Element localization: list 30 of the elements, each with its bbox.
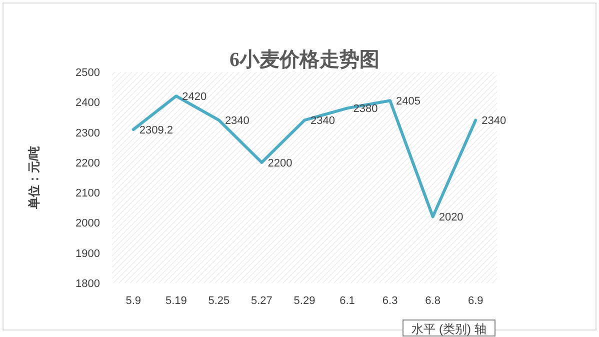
- data-label: 2200: [268, 157, 292, 170]
- x-axis-title: 水平 (类别) 轴: [412, 322, 486, 336]
- data-label: 2309.2: [139, 124, 174, 137]
- y-axis-title: 单位：元/吨: [27, 146, 41, 210]
- x-title: 水平 (类别) 轴: [402, 320, 496, 336]
- y-tick-label: 2400: [76, 97, 100, 110]
- data-label: 2340: [310, 115, 335, 128]
- x-tick-label: 5.29: [294, 295, 316, 307]
- x-tick-label: 6.8: [425, 295, 440, 307]
- data-label: 2380: [353, 103, 378, 116]
- x-tick-label: 5.25: [208, 295, 230, 307]
- y-tick-label: 2100: [76, 188, 100, 200]
- chart-title: 6小麦价格走势图: [230, 49, 380, 71]
- y-tick-label: 1800: [76, 278, 100, 290]
- data-label: 2340: [482, 115, 506, 128]
- x-tick-label: 6.9: [468, 295, 484, 307]
- x-tick-label: 5.9: [126, 295, 142, 307]
- x-tick-label: 6.1: [340, 295, 355, 307]
- data-label: 2420: [182, 91, 207, 104]
- x-tick-label: 6.3: [382, 295, 398, 307]
- y-tick-label: 2500: [76, 67, 100, 79]
- data-label: 2405: [396, 96, 421, 108]
- y-tick-label: 1900: [76, 248, 100, 260]
- y-tick-label: 2200: [76, 157, 100, 170]
- x-tick-label: 5.27: [251, 295, 272, 307]
- y-tick-label: 2000: [76, 218, 100, 230]
- data-label: 2020: [438, 212, 464, 224]
- x-tick-label: 5.19: [165, 295, 187, 307]
- data-label: 2340: [224, 115, 250, 128]
- y-tick-label: 2300: [76, 127, 100, 140]
